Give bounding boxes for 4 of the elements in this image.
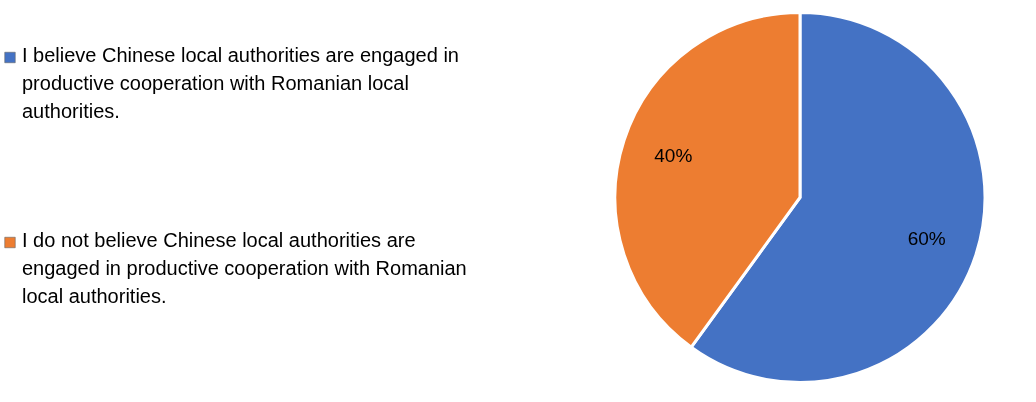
data-label: 40%: [654, 145, 693, 167]
legend-label: I do not believe Chinese local authorities are engaged in productive cooperation with Romanian local authorities.: [22, 228, 467, 307]
legend-label: I believe Chinese local authorities are engaged in productive cooperation with Romanian local authorities.: [22, 43, 459, 122]
data-label: 60%: [907, 227, 946, 249]
